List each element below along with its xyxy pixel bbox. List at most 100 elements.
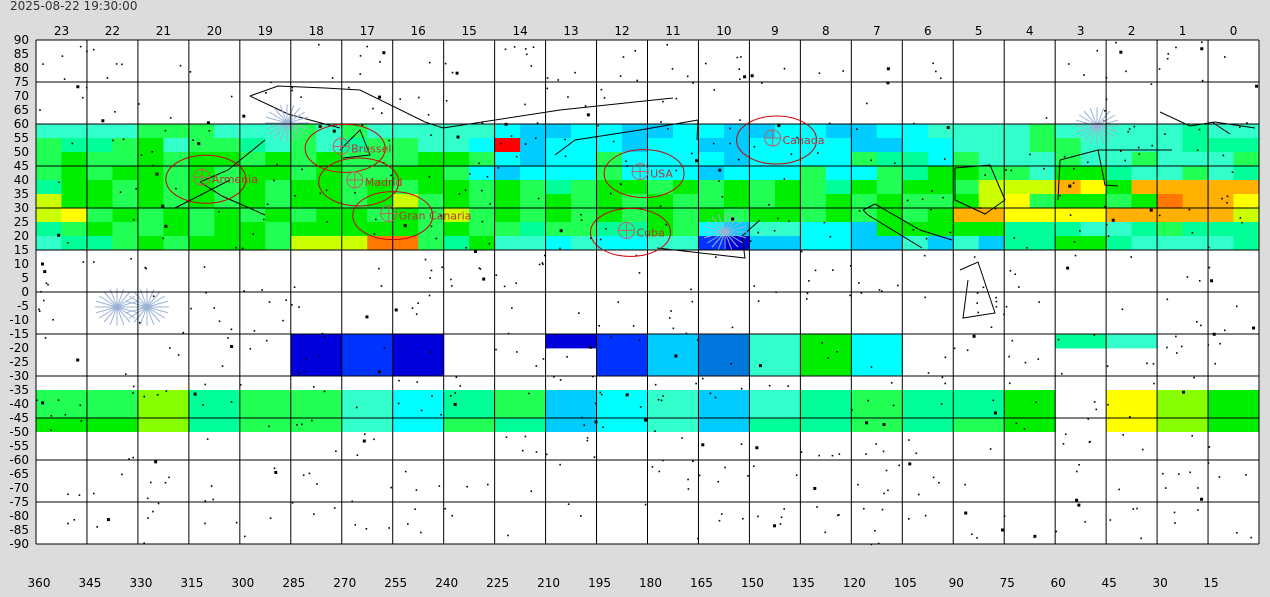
star	[388, 527, 391, 529]
heat-cell	[188, 194, 215, 209]
radiant-ray	[1096, 108, 1105, 127]
declination-label: 45	[14, 159, 29, 173]
star	[966, 349, 969, 352]
heat-cell	[1004, 138, 1031, 153]
star	[161, 204, 165, 208]
star	[602, 426, 604, 429]
heat-cell	[851, 208, 878, 223]
radiant-ray	[724, 231, 733, 250]
heat-cell	[723, 180, 751, 195]
heat-cell	[1208, 194, 1235, 209]
heat-cell	[316, 208, 343, 223]
heat-cell	[596, 236, 623, 251]
star	[1109, 519, 1112, 521]
heat-cell	[239, 418, 292, 432]
star	[866, 102, 868, 105]
star	[865, 421, 869, 425]
star	[1133, 125, 1136, 128]
star	[143, 395, 146, 398]
star	[1214, 362, 1217, 365]
star	[52, 318, 54, 321]
star	[989, 448, 992, 450]
heat-cell	[112, 222, 139, 237]
star	[354, 191, 356, 194]
star	[154, 460, 158, 464]
heat-cell	[163, 180, 190, 195]
hour-label: 9	[771, 24, 779, 38]
radiant-ray	[268, 111, 288, 124]
heat-cell	[927, 152, 954, 167]
star	[157, 502, 160, 505]
star	[538, 263, 541, 266]
star	[1055, 530, 1058, 533]
declination-label: 50	[14, 145, 29, 159]
heat-cell	[774, 152, 801, 167]
star	[1093, 401, 1096, 403]
star	[140, 154, 143, 156]
radiant-ray	[724, 220, 744, 233]
star	[296, 424, 298, 426]
heat-cell	[622, 138, 649, 153]
heat-cell	[978, 124, 1005, 139]
star	[912, 229, 915, 231]
star	[1009, 270, 1012, 272]
heat-cell	[953, 418, 1005, 432]
star	[459, 385, 462, 387]
star	[348, 86, 350, 89]
star	[359, 55, 362, 57]
heat-cell	[137, 418, 190, 432]
hour-label: 7	[873, 24, 881, 38]
star	[266, 203, 269, 206]
ra-label: 15	[1203, 576, 1218, 590]
constellation-line	[249, 85, 444, 129]
star	[427, 113, 430, 116]
star	[1072, 182, 1075, 184]
heat-cell	[774, 208, 801, 223]
star	[1158, 214, 1161, 217]
heat-cell	[290, 166, 317, 181]
heat-cell	[290, 152, 317, 167]
star	[205, 291, 207, 294]
star	[121, 473, 123, 476]
star	[743, 75, 747, 79]
star	[594, 402, 597, 405]
star	[513, 46, 516, 48]
star	[1188, 208, 1191, 211]
star	[800, 451, 803, 453]
star	[439, 215, 442, 217]
heat-cell	[774, 138, 801, 153]
star	[1127, 130, 1130, 133]
star	[924, 296, 926, 299]
marker-usa: USA	[603, 149, 685, 199]
star	[752, 465, 755, 468]
star	[204, 383, 207, 386]
heat-cell	[239, 124, 266, 139]
heat-cell	[494, 208, 521, 223]
heat-cell	[137, 124, 164, 139]
marker-canada: Canada	[736, 115, 824, 165]
star	[580, 213, 582, 216]
star	[858, 210, 861, 212]
star	[897, 284, 899, 287]
ra-label: 240	[435, 576, 458, 590]
star	[1124, 159, 1126, 162]
star	[132, 392, 134, 394]
declination-label: -35	[9, 383, 29, 397]
declination-label: -10	[9, 313, 29, 327]
heat-cell	[469, 138, 496, 153]
star	[559, 463, 561, 466]
star	[1107, 235, 1110, 237]
hour-label: 6	[924, 24, 932, 38]
star	[578, 312, 580, 314]
star	[298, 306, 300, 308]
heat-cell	[1029, 124, 1056, 139]
heat-cell	[851, 194, 878, 209]
star	[817, 152, 819, 154]
heat-cell	[36, 194, 63, 209]
declination-label: 30	[14, 201, 29, 215]
heat-cell	[36, 208, 63, 223]
heat-cell	[443, 236, 470, 251]
radiant-ray	[109, 306, 118, 325]
star	[662, 100, 664, 103]
heat-cell	[902, 222, 929, 237]
